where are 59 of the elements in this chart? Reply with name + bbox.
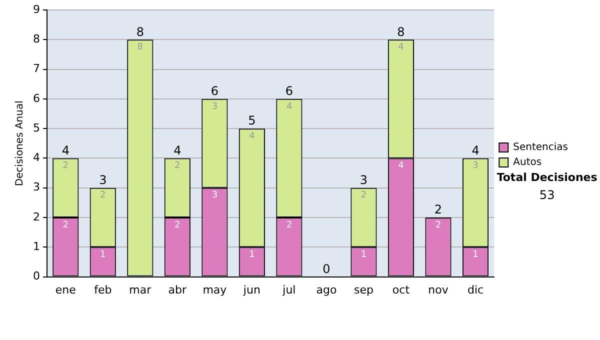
- data-label: 3: [212, 102, 218, 112]
- data-label: 1: [472, 250, 478, 260]
- total-label: 4: [472, 143, 480, 158]
- y-tick-label: 5: [33, 121, 40, 134]
- data-label: 2: [62, 220, 68, 230]
- x-tick-label: oct: [392, 283, 410, 296]
- data-label: 2: [174, 161, 180, 172]
- total-label: 3: [360, 172, 368, 187]
- data-label: 4: [398, 42, 404, 52]
- data-label: 4: [286, 102, 292, 112]
- y-tick-label: 2: [33, 210, 40, 224]
- data-label: 2: [360, 190, 367, 201]
- data-label: 8: [137, 42, 144, 52]
- x-tick-label: ago: [316, 283, 337, 296]
- total-label: 0: [322, 262, 330, 276]
- x-tick-label: jun: [242, 283, 260, 296]
- x-tick-label: sep: [354, 283, 374, 296]
- y-tick-label: 0: [33, 270, 40, 283]
- y-tick-label: 8: [33, 32, 40, 46]
- x-tick-label: dic: [467, 283, 484, 296]
- text: 53: [539, 188, 555, 202]
- data-label: 3: [212, 190, 218, 201]
- data-label: 4: [398, 161, 404, 172]
- y-tick-label: 1: [33, 240, 40, 254]
- total-label: 8: [136, 24, 144, 39]
- y-axis-title: Decisiones Anual: [14, 100, 26, 186]
- x-tick-label: may: [202, 283, 228, 296]
- x-tick-label: ene: [55, 283, 76, 296]
- total-label: 2: [434, 202, 442, 217]
- text: Total Decisiones: [496, 170, 598, 184]
- data-label: 2: [62, 161, 68, 172]
- x-tick-label: nov: [428, 283, 449, 296]
- data-label: 3: [472, 161, 478, 172]
- y-tick-label: 3: [33, 180, 40, 194]
- x-tick-label: feb: [94, 283, 112, 296]
- data-label: 2: [286, 220, 292, 230]
- total-label: 6: [285, 84, 294, 98]
- legend-label: Autos: [513, 157, 542, 168]
- data-label: 1: [249, 250, 255, 260]
- x-tick-label: mar: [129, 283, 152, 296]
- data-label: 2: [435, 220, 442, 230]
- y-tick-label: 6: [33, 92, 40, 105]
- data-label: 4: [249, 131, 256, 142]
- data-label: 1: [360, 250, 367, 260]
- data-label: 1: [100, 250, 106, 260]
- legend-label: Sentencias: [513, 142, 568, 154]
- x-tick-label: jul: [282, 283, 296, 296]
- x-tick-label: abr: [168, 283, 188, 296]
- y-tick-label: 4: [33, 151, 40, 164]
- total-label: 3: [99, 172, 107, 187]
- y-tick-label: 7: [33, 62, 40, 76]
- data-label: 2: [100, 190, 106, 201]
- data-label: 2: [174, 220, 180, 230]
- total-label: 8: [397, 24, 405, 39]
- total-label: 4: [62, 143, 70, 158]
- total-label: 5: [248, 114, 256, 128]
- y-tick-label: 9: [33, 2, 40, 16]
- total-label: 4: [174, 143, 182, 158]
- total-label: 6: [210, 84, 218, 98]
